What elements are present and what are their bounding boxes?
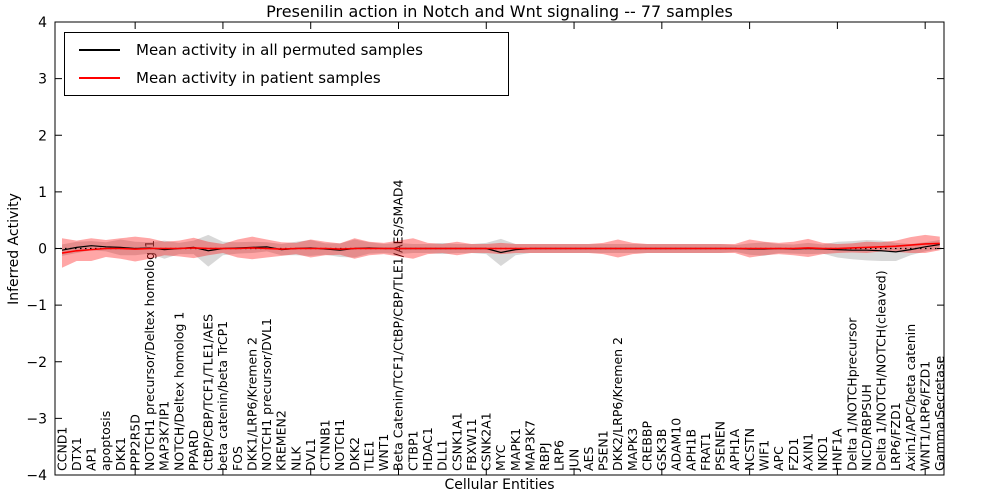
x-category-label: Delta 1/NOTCH/NOTCH(cleaved) bbox=[874, 270, 889, 471]
legend-label-patient: Mean activity in patient samples bbox=[136, 69, 381, 87]
x-category-label: DLL1 bbox=[435, 439, 450, 471]
x-category-label: HDAC1 bbox=[420, 427, 435, 471]
x-category-label: CtBP/CBP/TCF1/TLE1/AES bbox=[201, 314, 216, 471]
y-tick-label: −4 bbox=[26, 468, 47, 484]
x-category-label: WNT1 bbox=[376, 434, 391, 471]
x-category-label: JUN bbox=[566, 449, 581, 472]
x-category-label: NOTCH1 bbox=[332, 419, 347, 471]
legend-entry-patient: Mean activity in patient samples bbox=[79, 65, 508, 91]
x-category-label: FOS bbox=[230, 446, 245, 471]
x-category-label: NOTCH1 precursor/DVL1 bbox=[259, 318, 274, 471]
legend: Mean activity in all permuted samples Me… bbox=[64, 32, 509, 96]
x-category-label: FBXW11 bbox=[464, 418, 479, 471]
x-category-label: MAPK1 bbox=[508, 428, 523, 471]
y-tick-label: 4 bbox=[38, 15, 47, 31]
x-category-label: ADAM10 bbox=[669, 418, 684, 471]
x-category-label: AP1 bbox=[84, 447, 99, 471]
x-category-label: APC bbox=[771, 446, 786, 471]
x-category-label: CSNK2A1 bbox=[479, 412, 494, 471]
legend-entry-permuted: Mean activity in all permuted samples bbox=[79, 37, 508, 63]
x-category-label: APH1A bbox=[727, 429, 742, 471]
x-category-label: Beta Catenin/TCF1/CtBP/CBP/TLE1/AES/SMAD… bbox=[391, 180, 406, 471]
x-category-label: DKK2/LRP6/Kremen 2 bbox=[610, 337, 625, 471]
x-category-label: NOTCH/Deltex homolog 1 bbox=[171, 312, 186, 471]
x-category-label: NKD1 bbox=[815, 436, 830, 471]
x-category-label: TLE1 bbox=[361, 441, 376, 472]
x-category-label: FZD1 bbox=[786, 438, 801, 471]
x-category-label: RBPJ bbox=[537, 443, 552, 472]
x-category-label: NOTCH1 precursor/Deltex homolog 1 bbox=[142, 240, 157, 471]
x-category-label: AXIN1 bbox=[800, 433, 815, 471]
x-category-label: PPARD bbox=[186, 430, 201, 471]
x-category-label: Delta 1/NOTCHprecursor bbox=[844, 317, 859, 471]
x-category-label: NICD/RBPSUH bbox=[859, 384, 874, 471]
x-category-label: GSK3B bbox=[654, 429, 669, 471]
x-category-label: CREBBP bbox=[639, 421, 654, 471]
x-category-label: APH1B bbox=[683, 429, 698, 471]
x-category-label: MYC bbox=[493, 444, 508, 471]
patient-band bbox=[62, 234, 940, 268]
x-category-label: Axin1/APC/beta catenin bbox=[903, 324, 918, 471]
y-tick-label: 2 bbox=[38, 128, 47, 144]
x-category-label: CTBP1 bbox=[405, 431, 420, 471]
x-category-label: CCND1 bbox=[54, 427, 69, 471]
x-category-label: NCSTN bbox=[742, 428, 757, 471]
x-axis-label: Cellular Entities bbox=[444, 477, 555, 493]
y-tick-label: 3 bbox=[38, 72, 47, 88]
x-category-label: LRP6/FZD1 bbox=[888, 402, 903, 471]
x-category-label: NLK bbox=[288, 446, 303, 471]
permuted-band bbox=[62, 234, 940, 267]
x-category-label: apoptosis bbox=[98, 411, 113, 471]
x-category-label: MAP3K7IP1 bbox=[157, 401, 172, 471]
x-category-label: FRAT1 bbox=[698, 432, 713, 471]
x-category-label: WNT1/LRP6/FZD1 bbox=[917, 361, 932, 471]
x-category-label: DVL1 bbox=[303, 438, 318, 471]
legend-line-permuted-icon bbox=[79, 49, 120, 51]
x-category-label: MAPK3 bbox=[625, 428, 640, 471]
x-category-label: PSENEN bbox=[713, 421, 728, 471]
x-category-label: AES bbox=[581, 447, 596, 471]
x-category-label: Gamma Secretase bbox=[932, 356, 947, 471]
y-tick-label: 1 bbox=[38, 185, 47, 201]
y-tick-label: −2 bbox=[26, 355, 47, 371]
x-category-label: DTX1 bbox=[69, 437, 84, 471]
chart-title: Presenilin action in Notch and Wnt signa… bbox=[266, 2, 733, 21]
x-category-label: DKK1 bbox=[113, 437, 128, 471]
patient-mean-line bbox=[61, 242, 940, 254]
x-category-label: PSEN1 bbox=[596, 430, 611, 471]
x-category-label: LRP6 bbox=[552, 440, 567, 471]
x-category-label: CSNK1A1 bbox=[449, 412, 464, 471]
legend-label-permuted: Mean activity in all permuted samples bbox=[136, 41, 423, 59]
y-axis-label: Inferred Activity bbox=[6, 193, 22, 305]
x-category-label: CTNNB1 bbox=[318, 419, 333, 471]
legend-line-patient-icon bbox=[79, 77, 120, 79]
x-category-label: KREMEN2 bbox=[274, 410, 289, 471]
y-tick-label: 0 bbox=[38, 242, 47, 258]
y-tick-label: −1 bbox=[26, 298, 47, 314]
x-category-label: MAP3K7 bbox=[522, 420, 537, 471]
x-category-label: PPP2R5D bbox=[127, 414, 142, 471]
x-category-label: HNF1A bbox=[830, 428, 845, 471]
x-category-label: DKK1/LRP6/Kremen 2 bbox=[244, 337, 259, 471]
x-category-label: WIF1 bbox=[756, 440, 771, 471]
x-category-label: beta catenin/beta TrCP1 bbox=[215, 321, 230, 471]
y-tick-label: −3 bbox=[26, 411, 47, 427]
x-category-label: DKK2 bbox=[347, 437, 362, 471]
